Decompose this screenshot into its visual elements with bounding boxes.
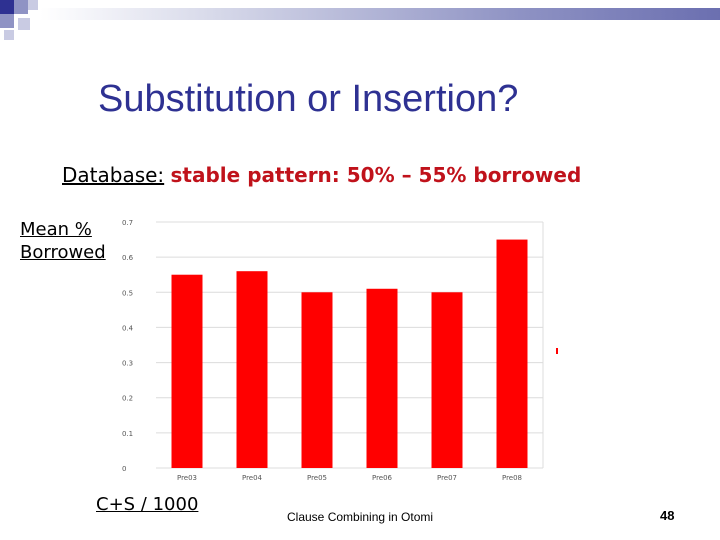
subtitle: Database: stable pattern: 50% – 55% borr… — [62, 163, 581, 187]
x-tick-label: Pre03 — [177, 474, 197, 482]
y-tick-label: 0.7 — [122, 219, 133, 227]
x-tick-label: Pre07 — [437, 474, 457, 482]
y-axis-label-line2: Borrowed — [20, 242, 106, 263]
y-tick-label: 0.6 — [122, 254, 134, 262]
bar — [301, 292, 333, 468]
bar — [366, 288, 398, 468]
y-tick-label: 0 — [122, 465, 126, 473]
decor-square-6 — [4, 30, 14, 40]
bar — [496, 239, 528, 468]
bar-chart: 0 0.1 0.2 0.3 0.4 0.5 0.6 0.7 Pre03 Pre04 Pre05 Pre… — [122, 219, 558, 482]
y-axis-label-line1: Mean % — [20, 219, 92, 240]
subtitle-highlight: stable pattern: 50% – 55% borrowed — [170, 163, 582, 187]
decor-square-4 — [0, 14, 14, 28]
bar — [431, 292, 463, 468]
y-tick-label: 0.3 — [122, 360, 133, 368]
decor-square-3 — [28, 0, 38, 10]
x-tick-label: Pre08 — [502, 474, 522, 482]
page-number: 48 — [660, 508, 675, 523]
x-tick-label: Pre04 — [242, 474, 263, 482]
y-tick-label: 0.1 — [122, 430, 133, 438]
slide-footer: Clause Combining in Otomi — [287, 510, 434, 524]
y-tick-label: 0.2 — [122, 395, 133, 403]
top-gradient-bar — [40, 8, 720, 20]
x-tick-label: Pre05 — [307, 474, 327, 482]
decor-square-1 — [0, 0, 14, 14]
decor-square-5 — [18, 18, 30, 30]
slide-title: Substitution or Insertion? — [98, 78, 519, 120]
decor-square-2 — [14, 0, 28, 14]
y-tick-label: 0.5 — [122, 289, 133, 297]
legend-swatch — [556, 348, 558, 354]
y-tick-label: 0.4 — [122, 324, 134, 332]
bar — [236, 271, 268, 468]
x-tick-label: Pre06 — [372, 474, 393, 482]
subtitle-label: Database: — [62, 163, 165, 187]
y-axis-label: Mean % Borrowed — [20, 218, 106, 264]
x-axis-label: C+S / 1000 — [96, 494, 199, 515]
bar — [171, 274, 203, 468]
